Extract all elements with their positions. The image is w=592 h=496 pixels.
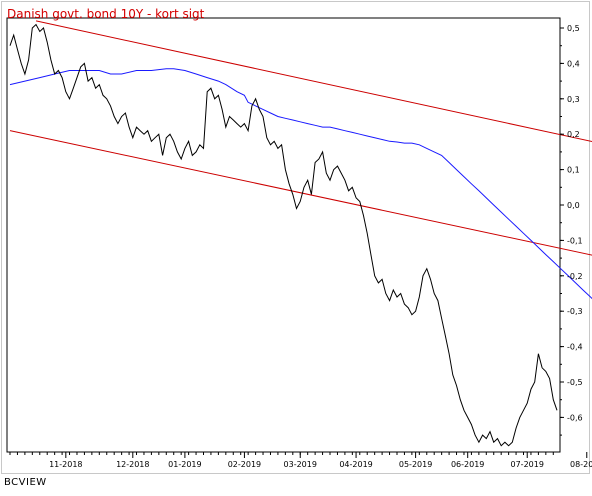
moving-average-line [9, 68, 592, 300]
x-tick-label: 03-2019 [284, 460, 317, 469]
x-tick-label: 07-2019 [511, 460, 544, 469]
x-tick-label: 04-2019 [339, 460, 372, 469]
channel-line-lower [9, 130, 592, 256]
x-tick-label: 11-2018 [49, 460, 82, 469]
y-tick-label: -0,3 [567, 307, 583, 316]
y-tick-label: 0,2 [567, 130, 580, 139]
brand-label: BCVIEW [4, 477, 47, 488]
x-tick-label: 01-2019 [168, 460, 201, 469]
y-tick-label: -0,5 [567, 378, 583, 387]
plot-frame [6, 17, 561, 453]
y-tick-label: 0,5 [567, 24, 580, 33]
chart-title: Danish govt. bond 10Y - kort sigt [7, 7, 205, 21]
y-tick-label: -0,6 [567, 413, 583, 422]
y-tick-label: 0,4 [567, 59, 580, 68]
x-tick-label: 06-2019 [451, 460, 484, 469]
y-tick-label: 0,3 [567, 95, 580, 104]
y-tick-label: 0,0 [567, 201, 580, 210]
y-tick-label: -0,1 [567, 236, 583, 245]
y-tick-label: -0,4 [567, 343, 583, 352]
y-tick-label: 0,1 [567, 166, 580, 175]
x-tick-label: 02-2019 [228, 460, 261, 469]
x-tick-label: 12-2018 [116, 460, 149, 469]
y-tick-label: -0,2 [567, 272, 583, 281]
x-tick-label: 05-2019 [399, 460, 432, 469]
x-tick-label: 08-2019 [570, 460, 592, 469]
price-line [9, 23, 558, 447]
channel-line-upper [35, 20, 592, 143]
outer-border [1, 1, 590, 474]
